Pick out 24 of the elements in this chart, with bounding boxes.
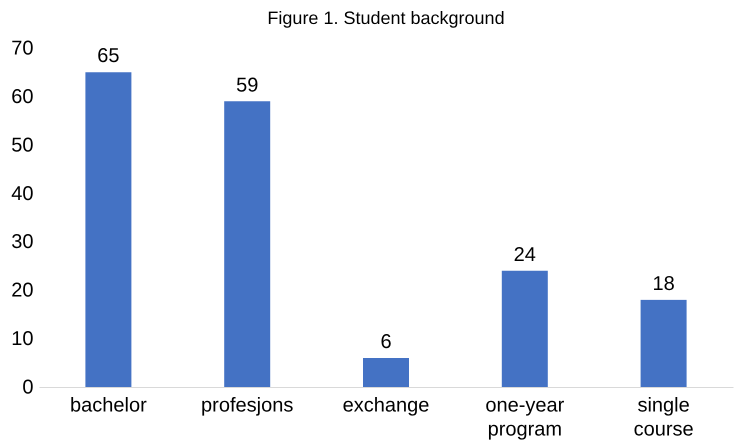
y-tick-label: 10 [11, 328, 34, 350]
x-tick-label: exchange [342, 394, 430, 416]
y-tick-label: 20 [11, 280, 34, 302]
bar [85, 72, 132, 387]
data-label: 24 [514, 244, 536, 266]
x-tick-label: profesjons [201, 394, 294, 416]
data-label: 18 [652, 272, 675, 295]
chart-title: Figure 1. Student background [267, 8, 505, 28]
data-label: 65 [97, 45, 120, 68]
bar [640, 300, 687, 387]
x-tick-label: one-year program [485, 394, 565, 440]
data-label: 59 [236, 74, 258, 96]
y-tick-label: 0 [22, 376, 34, 398]
y-tick-label: 50 [11, 134, 34, 156]
data-label: 6 [380, 330, 392, 353]
x-tick-label: single course [634, 394, 694, 440]
x-tick-label: bachelor [70, 394, 148, 416]
y-tick-label: 30 [11, 231, 34, 254]
bar [502, 270, 548, 387]
y-tick-label: 70 [11, 38, 34, 60]
y-tick-label: 60 [11, 86, 34, 108]
bar [224, 101, 270, 387]
y-tick-label: 40 [11, 182, 34, 205]
bar [363, 358, 409, 387]
